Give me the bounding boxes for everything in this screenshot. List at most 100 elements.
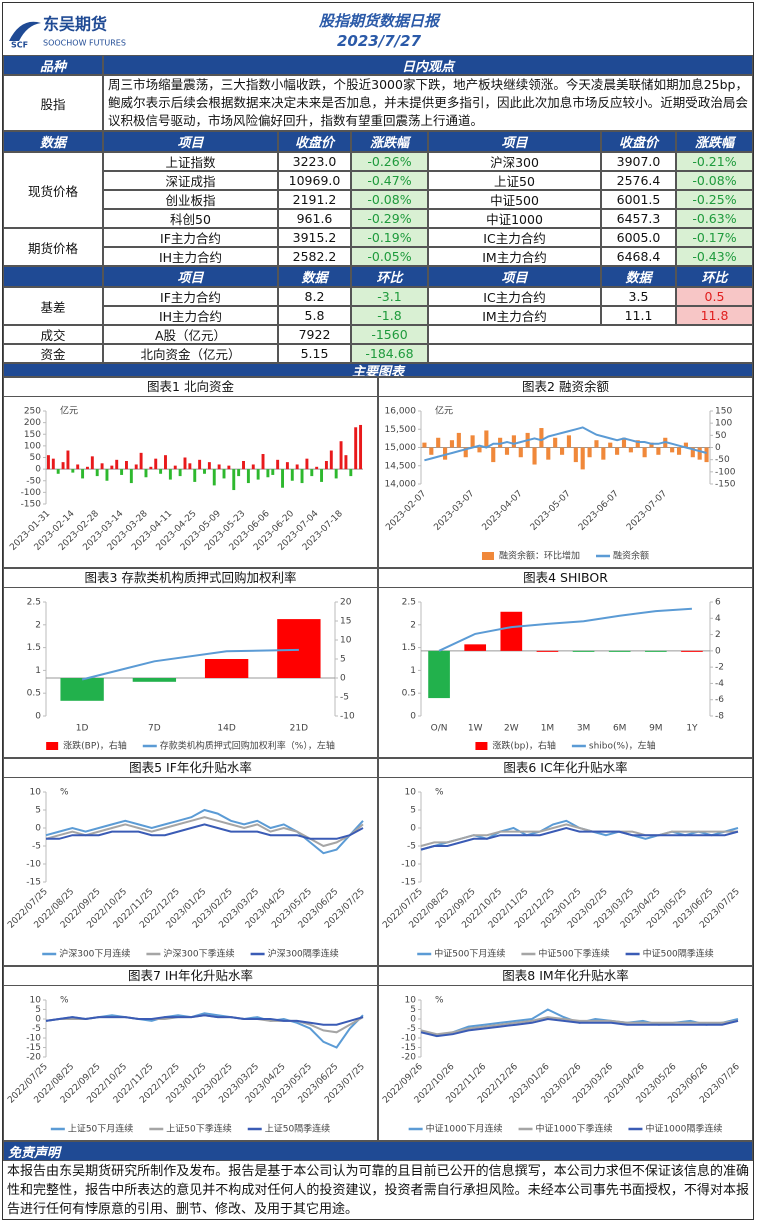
y-tick-label: 0 (35, 465, 41, 475)
disclaimer-text: 本报告由东吴期货研究所制作及发布。报告是基于本公司认为可靠的且目前已公开的信息撰… (7, 1163, 749, 1217)
bar (105, 469, 109, 481)
chart-panel: 图表4 SHIBOR 0 0.5 1 1.5 2 2.5 -8 -6 -4 -2 0 2 4 6 O/N 1W 2… (378, 568, 753, 758)
unit-label: % (435, 788, 444, 798)
y-tick-label: -15 (26, 878, 41, 888)
bar (129, 469, 133, 484)
header-cell: 品种 (3, 55, 103, 75)
bar (324, 460, 328, 470)
header-cell: 收盘价 (601, 131, 676, 152)
bar (615, 447, 620, 455)
bar (95, 469, 99, 477)
bar (572, 650, 595, 652)
data-cell: 3915.2 (278, 228, 351, 247)
header-cell: 收盘价 (278, 131, 351, 152)
bar (470, 435, 475, 448)
series-line (420, 1017, 739, 1038)
legend-label: 中证1000下季连续 (536, 1123, 613, 1135)
change-cell: -0.26% (351, 152, 428, 171)
bar (532, 447, 537, 465)
legend-label: 上证50隔季连续 (265, 1123, 330, 1135)
chart-title: 图表6 IC年化升贴水率 (379, 759, 752, 778)
x-tick-label: 2023-07-07 (625, 489, 669, 533)
change-cell: -0.08% (676, 171, 753, 190)
y-tick-label: -10 (401, 860, 416, 870)
unit-label: % (60, 996, 69, 1006)
data-cell: 2576.4 (601, 171, 676, 190)
y-tick-label: 250 (24, 407, 41, 417)
legend-label: 涨跌(bp)，右轴 (492, 740, 555, 752)
y2-tick-label: 15 (340, 617, 351, 627)
bar (266, 469, 270, 478)
legend: 沪深300下月连续 沪深300下季连续 沪深300隔季连续 (42, 948, 339, 960)
series-line (420, 826, 739, 851)
change-cell: -0.05% (351, 247, 428, 266)
bar (436, 437, 441, 448)
bar (251, 464, 255, 470)
chart-title: 图表2 融资余额 (379, 378, 752, 397)
x-tick-label: 2023-05-07 (529, 489, 573, 533)
y-tick-label: 0 (35, 1015, 41, 1025)
series-line (45, 808, 364, 855)
bar (315, 466, 319, 470)
y-tick-label: 14,500 (385, 461, 417, 471)
bar (608, 650, 631, 652)
chart-panel: 图表3 存款类机构质押式回购加权利率 0 0.5 1 1.5 2 2.5 -10 -5 0 5 10 1… (3, 568, 378, 758)
y-tick-label: -5 (407, 1024, 416, 1034)
bar (456, 432, 461, 448)
x-tick-label: 7D (148, 724, 161, 734)
change-cell: -1.8 (351, 306, 428, 325)
bar (51, 458, 55, 470)
data-cell: 6001.5 (601, 190, 676, 209)
bar (60, 678, 104, 701)
change-cell: -0.08% (351, 190, 428, 209)
bar (139, 452, 143, 470)
x-tick-label: 3M (577, 724, 591, 734)
bar (676, 447, 682, 455)
change-cell: -1560 (351, 325, 428, 344)
data-cell: 3223.0 (278, 152, 351, 171)
bar (173, 465, 177, 470)
bar (594, 440, 599, 448)
chart: 14,000 14,500 15,000 15,500 16,000 -150 -100 -5… (384, 405, 735, 562)
logo-cn: 东吴期货 (43, 15, 107, 34)
chart-panel: 图表2 融资余额 14,000 14,500 15,000 15,500 16,000 -1… (378, 377, 753, 568)
unit-label: 亿元 (60, 405, 78, 417)
chart-panel: 图表5 IF年化升贴水率 -15 -10 -5 0 5 10% 2022/07/25 2022/… (3, 758, 378, 966)
bar (428, 650, 450, 699)
legend-label: 沪深300隔季连续 (268, 948, 339, 960)
legend-label: shibo(%)，左轴 (589, 740, 656, 752)
bar (183, 457, 187, 470)
legend-label: 融资余额：环比增加 (499, 550, 580, 562)
data-cell: 3.5 (601, 287, 676, 306)
group-label: 现货价格 (3, 152, 103, 228)
legend-swatch (46, 742, 59, 750)
y-tick-label: -20 (26, 1053, 41, 1063)
bar (159, 469, 163, 474)
bar (300, 469, 304, 484)
y-tick-label: 0 (35, 712, 41, 722)
bar (168, 469, 172, 480)
x-tick-label: 2W (504, 724, 519, 734)
y-tick-label: 0 (410, 1015, 416, 1025)
bar (334, 469, 338, 479)
y-tick-label: 14,000 (385, 480, 417, 490)
bar (237, 469, 241, 477)
y2-tick-label: 100 (715, 419, 732, 429)
header-cell: 环比 (351, 266, 428, 287)
header-cell: 项目 (103, 131, 278, 152)
bar (310, 469, 314, 477)
bar (683, 442, 688, 448)
legend-label: 涨跌(BP)，右轴 (63, 740, 127, 752)
data-cell: 深证成指 (103, 171, 278, 190)
legend-label: 中证500下月连续 (434, 948, 505, 960)
data-cell: 10969.0 (278, 171, 351, 190)
y-tick-label: 16,000 (385, 407, 417, 417)
legend-swatch (475, 742, 488, 750)
header-cell: 项目 (428, 131, 601, 152)
data-cell: 3907.0 (601, 152, 676, 171)
legend-swatch (481, 552, 494, 560)
bar (276, 459, 280, 470)
bar (704, 447, 709, 463)
